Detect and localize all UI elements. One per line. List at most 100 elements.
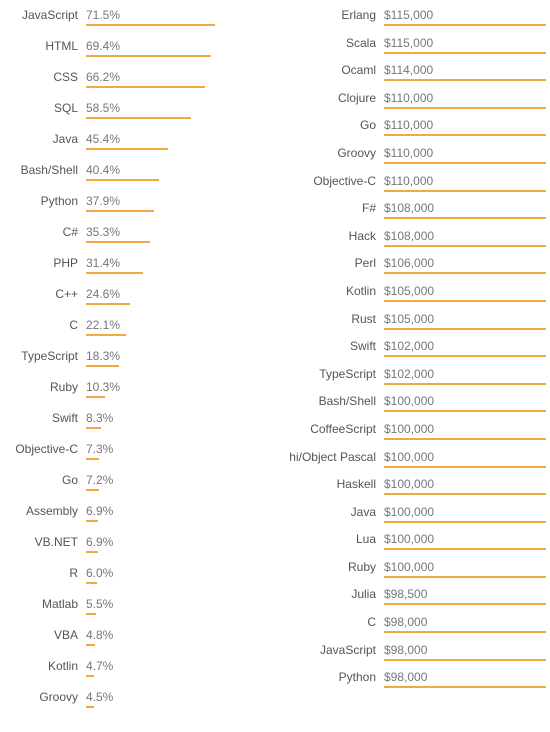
- row-value: 7.3%: [86, 442, 266, 458]
- chart-row: C#35.3%: [4, 225, 266, 256]
- row-value: $100,000: [384, 532, 546, 548]
- bar-track: [384, 79, 546, 81]
- chart-row: Erlang$115,000: [284, 8, 546, 36]
- bar-fill: [384, 107, 546, 109]
- chart-row: Bash/Shell$100,000: [284, 394, 546, 422]
- row-value: $114,000: [384, 63, 546, 79]
- row-label: Perl: [284, 256, 384, 270]
- bar-fill: [384, 245, 546, 247]
- row-value-wrap: $98,000: [384, 643, 546, 661]
- bar-fill: [384, 438, 546, 440]
- chart-row: Haskell$100,000: [284, 477, 546, 505]
- bar-track: [384, 521, 546, 523]
- row-label: Objective-C: [4, 442, 86, 456]
- bar-track: [384, 603, 546, 605]
- row-value: $100,000: [384, 422, 546, 438]
- row-label: TypeScript: [4, 349, 86, 363]
- row-value-wrap: 4.8%: [86, 628, 266, 646]
- bar-track: [86, 365, 266, 367]
- row-label: TypeScript: [284, 367, 384, 381]
- bar-fill: [86, 179, 159, 181]
- row-value-wrap: 7.2%: [86, 473, 266, 491]
- row-value: $98,000: [384, 643, 546, 659]
- row-label: Python: [4, 194, 86, 208]
- bar-fill: [384, 24, 546, 26]
- bar-track: [384, 245, 546, 247]
- bar-track: [384, 438, 546, 440]
- bar-fill: [384, 631, 546, 633]
- bar-fill: [86, 148, 168, 150]
- row-label: VB.NET: [4, 535, 86, 549]
- row-value-wrap: 31.4%: [86, 256, 266, 274]
- row-value-wrap: 6.0%: [86, 566, 266, 584]
- row-value-wrap: 69.4%: [86, 39, 266, 57]
- row-label: C: [284, 615, 384, 629]
- chart-row: Kotlin4.7%: [4, 659, 266, 690]
- row-value: 8.3%: [86, 411, 266, 427]
- bar-track: [86, 241, 266, 243]
- row-label: SQL: [4, 101, 86, 115]
- row-value-wrap: 6.9%: [86, 504, 266, 522]
- row-value: 37.9%: [86, 194, 266, 210]
- chart-row: Objective-C$110,000: [284, 174, 546, 202]
- bar-fill: [86, 272, 143, 274]
- chart-row: CSS66.2%: [4, 70, 266, 101]
- chart-row: Kotlin$105,000: [284, 284, 546, 312]
- bar-fill: [86, 241, 150, 243]
- bar-fill: [86, 613, 96, 615]
- row-label: Assembly: [4, 504, 86, 518]
- row-label: Ocaml: [284, 63, 384, 77]
- chart-row: PHP31.4%: [4, 256, 266, 287]
- row-value: $115,000: [384, 36, 546, 52]
- row-value-wrap: 40.4%: [86, 163, 266, 181]
- row-label: Java: [284, 505, 384, 519]
- row-label: Lua: [284, 532, 384, 546]
- chart-row: F#$108,000: [284, 201, 546, 229]
- row-label: CSS: [4, 70, 86, 84]
- chart-row: Groovy$110,000: [284, 146, 546, 174]
- row-label: Objective-C: [284, 174, 384, 188]
- bar-fill: [86, 582, 97, 584]
- row-label: Go: [4, 473, 86, 487]
- row-value: $110,000: [384, 91, 546, 107]
- row-value-wrap: 58.5%: [86, 101, 266, 119]
- row-value: $102,000: [384, 367, 546, 383]
- bar-fill: [86, 396, 105, 398]
- bar-fill: [86, 706, 94, 708]
- row-value: 6.9%: [86, 535, 266, 551]
- row-label: Bash/Shell: [4, 163, 86, 177]
- row-value: $100,000: [384, 505, 546, 521]
- bar-fill: [86, 489, 99, 491]
- row-label: Rust: [284, 312, 384, 326]
- bar-track: [86, 706, 266, 708]
- row-value-wrap: $115,000: [384, 36, 546, 54]
- row-value-wrap: $110,000: [384, 91, 546, 109]
- row-value: 5.5%: [86, 597, 266, 613]
- chart-container: JavaScript71.5%HTML69.4%CSS66.2%SQL58.5%…: [0, 0, 550, 732]
- chart-row: JavaScript$98,000: [284, 643, 546, 671]
- bar-track: [384, 383, 546, 385]
- bar-track: [384, 410, 546, 412]
- bar-fill: [86, 365, 119, 367]
- bar-fill: [384, 134, 546, 136]
- row-label: F#: [284, 201, 384, 215]
- chart-row: Go$110,000: [284, 118, 546, 146]
- row-label: Go: [284, 118, 384, 132]
- row-label: Clojure: [284, 91, 384, 105]
- bar-track: [384, 631, 546, 633]
- row-label: HTML: [4, 39, 86, 53]
- bar-track: [86, 644, 266, 646]
- bar-fill: [384, 521, 546, 523]
- bar-fill: [384, 190, 546, 192]
- row-value-wrap: $100,000: [384, 450, 546, 468]
- chart-row: TypeScript$102,000: [284, 367, 546, 395]
- row-value-wrap: 4.5%: [86, 690, 266, 708]
- row-label: Swift: [284, 339, 384, 353]
- row-label: JavaScript: [4, 8, 86, 22]
- row-value: 18.3%: [86, 349, 266, 365]
- row-value: 6.9%: [86, 504, 266, 520]
- row-value: $110,000: [384, 174, 546, 190]
- row-label: Kotlin: [284, 284, 384, 298]
- row-value-wrap: $98,000: [384, 615, 546, 633]
- bar-fill: [384, 603, 546, 605]
